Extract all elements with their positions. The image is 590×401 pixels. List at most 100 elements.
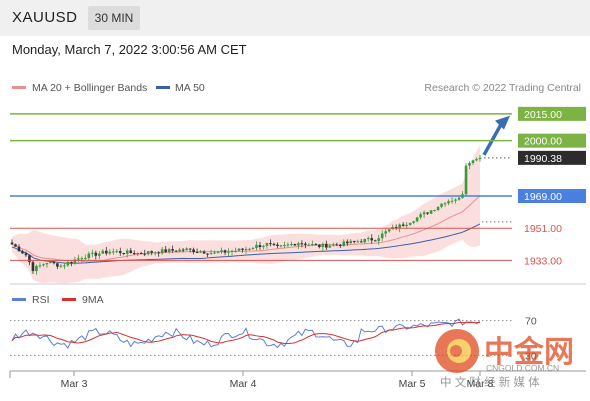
candle-body	[132, 252, 136, 255]
candle-body	[293, 244, 297, 246]
candle-body	[136, 253, 140, 255]
candle-body	[335, 244, 339, 246]
candle-body	[325, 243, 328, 248]
legend-9ma: 9MA	[82, 294, 104, 306]
candle-body	[300, 243, 304, 245]
candle-body	[297, 243, 300, 246]
x-tick-label: Mar 3	[61, 378, 88, 390]
candle-body	[412, 221, 415, 223]
candle-body	[223, 250, 227, 253]
candle-body	[160, 249, 164, 254]
candle-body	[153, 252, 157, 254]
watermark: 中金网 CNGOLD.COM.CN 中 文 财 经 新 媒 体	[435, 329, 574, 389]
candle-body	[356, 241, 360, 243]
candle-body	[122, 253, 126, 255]
candle-body	[174, 250, 178, 252]
candle-body	[209, 253, 213, 255]
candle-body	[139, 253, 143, 255]
candle-body	[49, 261, 52, 264]
candle-body	[181, 249, 185, 251]
bollinger-band	[12, 145, 480, 284]
candle-body	[118, 251, 122, 254]
candle-body	[258, 245, 262, 248]
candle-body	[178, 249, 181, 252]
candle-body	[440, 203, 443, 207]
candle-body	[234, 250, 237, 252]
candle-body	[202, 251, 206, 254]
price-level-label: 1933.00	[524, 255, 562, 267]
candle-body	[345, 241, 349, 244]
candle-body	[290, 244, 293, 246]
symbol-label: XAUUSD	[12, 9, 78, 26]
candle-body	[248, 248, 251, 250]
candle-body	[265, 243, 269, 246]
candle-body	[415, 217, 419, 222]
candle-body	[45, 263, 49, 265]
candle-body	[35, 265, 38, 272]
watermark-tagline: 中 文 财 经 新 媒 体	[440, 375, 540, 389]
candle-body	[63, 265, 66, 267]
rsi-level-label: 70	[525, 316, 537, 328]
candle-body	[188, 248, 192, 250]
candle-body	[318, 244, 321, 248]
candle-body	[342, 241, 346, 247]
candle-body	[192, 249, 195, 253]
x-tick-label: Mar 5	[399, 378, 426, 390]
candle-body	[70, 261, 73, 263]
candle-body	[146, 251, 150, 255]
candle-body	[14, 244, 17, 247]
candle-body	[104, 250, 108, 254]
candle-body	[73, 259, 77, 263]
legend-ma20: MA 20 + Bollinger Bands	[32, 82, 147, 94]
candle-body	[457, 197, 461, 200]
candle-body	[283, 244, 286, 246]
candle-body	[129, 250, 133, 253]
candle-body	[262, 245, 265, 248]
watermark-url: CNGOLD.COM.CN	[486, 363, 559, 373]
candle-body	[387, 229, 391, 232]
candle-body	[276, 244, 279, 247]
candle-body	[408, 222, 412, 225]
candle-body	[66, 261, 70, 266]
candle-body	[450, 200, 454, 202]
timestamp: Monday, March 7, 2022 3:00:56 AM CET	[12, 42, 247, 57]
candle-body	[380, 233, 384, 239]
candle-body	[185, 248, 188, 251]
candle-body	[213, 252, 216, 254]
legend-ma50: MA 50	[175, 82, 205, 94]
candle-body	[251, 248, 255, 250]
price-tag-1969-00	[518, 189, 586, 204]
candle-body	[206, 253, 209, 255]
candle-body	[454, 199, 457, 201]
candle-body	[167, 249, 171, 253]
forecast-arrow-head	[495, 115, 510, 130]
candle-body	[471, 160, 475, 163]
price-level-label: 1951.00	[524, 223, 562, 235]
candle-body	[464, 165, 468, 195]
candle-body	[42, 264, 45, 266]
candle-body	[80, 258, 84, 260]
candle-body	[349, 240, 353, 244]
candle-body	[52, 261, 56, 264]
candle-body	[307, 244, 311, 246]
x-tick-label: Mar 4	[230, 378, 257, 390]
candle-body	[17, 246, 21, 252]
ma50-line	[11, 223, 481, 264]
candle-body	[475, 159, 478, 161]
candle-body	[422, 212, 426, 215]
price-tag-label: 2015.00	[524, 109, 562, 121]
candle-body	[28, 255, 31, 263]
candle-body	[433, 210, 436, 212]
candle-body	[84, 258, 87, 260]
price-tag-1990-38	[518, 150, 586, 165]
candle-body	[115, 251, 119, 253]
legend-rsi: RSI	[32, 294, 50, 306]
candle-body	[426, 212, 429, 214]
candle-body	[38, 265, 42, 267]
candle-body	[21, 251, 24, 254]
candle-body	[216, 252, 220, 254]
timeframe-button[interactable]: 30 MIN	[88, 6, 140, 30]
candle-body	[332, 244, 335, 246]
forecast-arrow-shaft	[482, 121, 504, 156]
candle-body	[328, 245, 332, 248]
